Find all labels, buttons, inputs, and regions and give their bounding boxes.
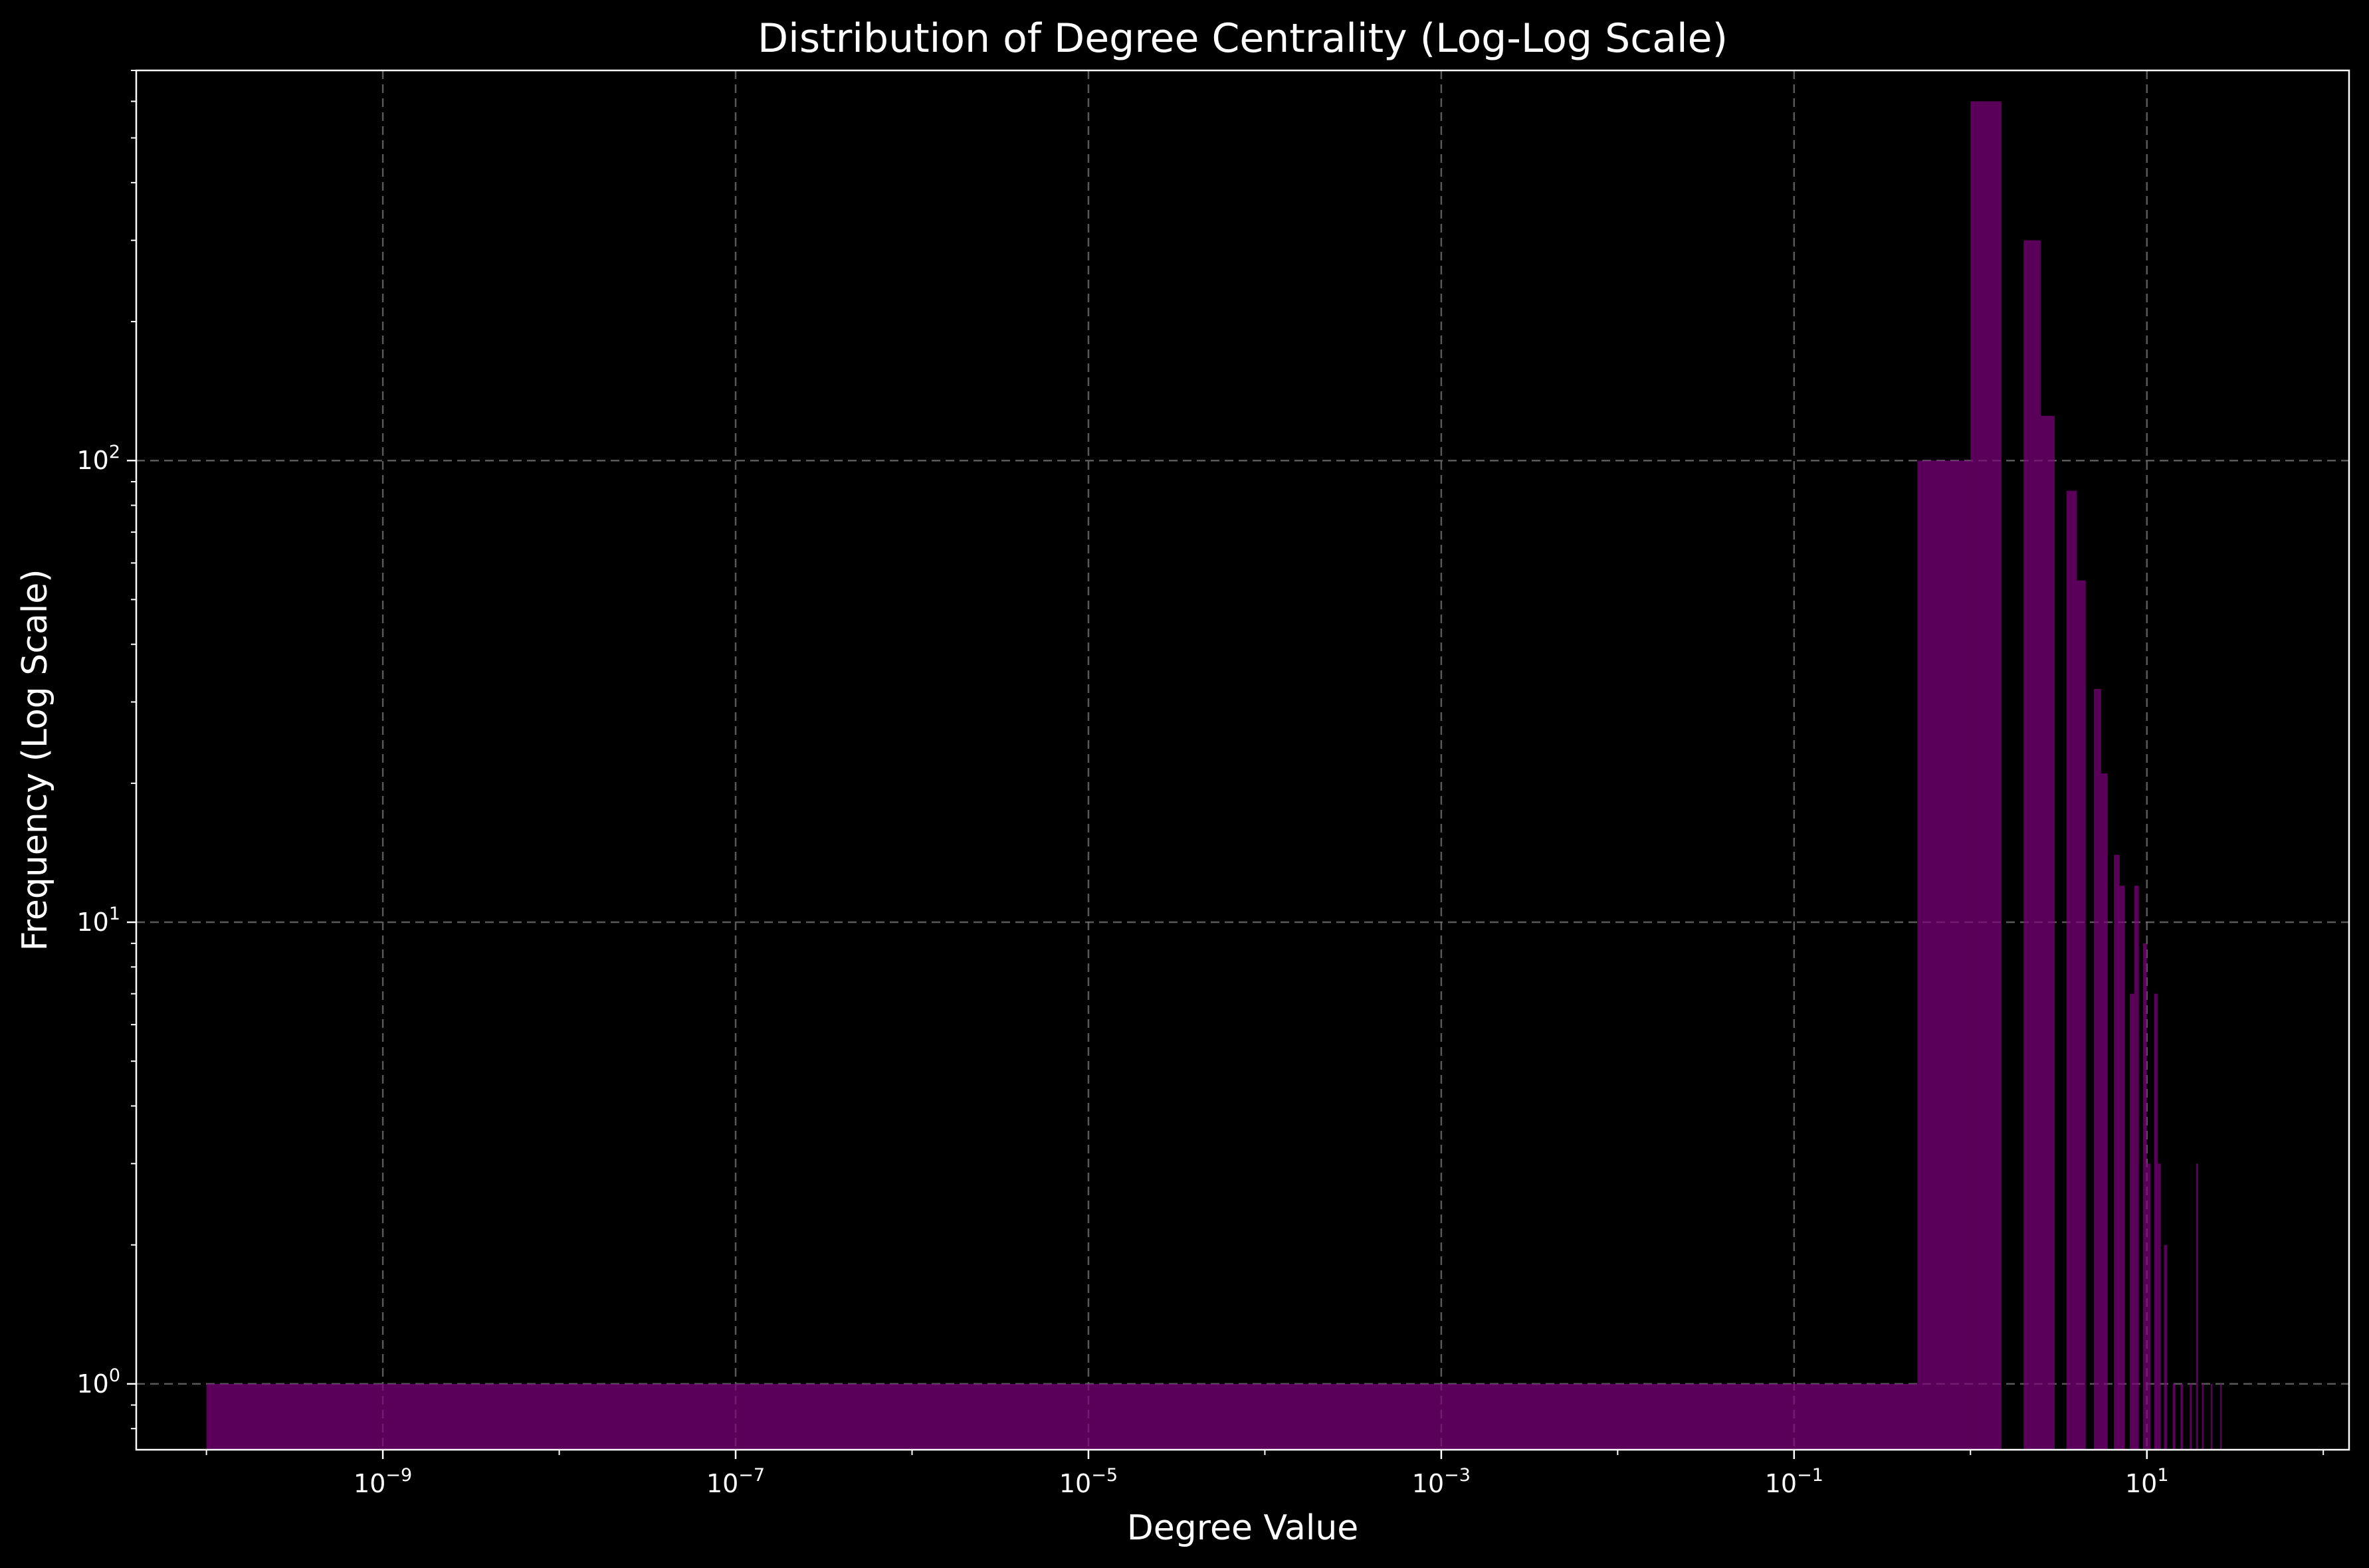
chart-title: Distribution of Degree Centrality (Log-L… <box>758 15 1728 62</box>
x-tick-label: 10−1 <box>1765 1465 1823 1498</box>
histogram-bar <box>2202 1383 2204 1450</box>
y-tick-label: 102 <box>76 442 120 475</box>
y-tick-label: 100 <box>76 1365 120 1399</box>
y-tick-label: 101 <box>76 904 120 937</box>
histogram-bar <box>2154 993 2158 1450</box>
histogram-bar <box>2164 1244 2167 1450</box>
histogram-bar <box>2180 1383 2183 1450</box>
histogram-bar <box>1970 101 2002 1450</box>
histogram-bar <box>2219 1383 2222 1450</box>
x-tick-label: 10−3 <box>1412 1465 1471 1498</box>
grid <box>136 70 2349 1450</box>
histogram-bar <box>2093 689 2101 1450</box>
histogram-bar <box>2066 490 2077 1450</box>
histogram-bar <box>2119 886 2125 1450</box>
x-tick-label: 10−9 <box>354 1465 412 1498</box>
histogram-bar <box>2142 943 2147 1450</box>
histogram-bar <box>2023 240 2041 1450</box>
histogram-bar <box>2196 1163 2198 1450</box>
x-tick-label: 101 <box>2125 1465 2169 1498</box>
histogram-bar <box>2130 993 2135 1450</box>
histogram-bar <box>2134 886 2139 1450</box>
histogram-bar <box>2114 854 2120 1450</box>
histogram-bar <box>2040 415 2055 1450</box>
bars <box>206 101 2222 1450</box>
x-axis-label: Degree Value <box>1127 1508 1359 1548</box>
histogram-bar <box>2157 1163 2161 1450</box>
histogram-bar <box>2146 1163 2151 1450</box>
histogram-bar <box>2172 1383 2176 1450</box>
x-tick-label: 10−7 <box>706 1465 765 1498</box>
x-tick-label: 10−5 <box>1059 1465 1118 1498</box>
histogram-bar <box>206 1383 1918 1450</box>
y-axis-label: Frequency (Log Scale) <box>15 569 55 951</box>
histogram-bar <box>2077 580 2086 1450</box>
histogram-bar <box>2210 1383 2213 1450</box>
histogram-bar <box>1917 460 1971 1450</box>
plot-frame <box>135 69 2350 1451</box>
histogram-bar <box>2190 1383 2192 1450</box>
histogram-bar <box>2101 773 2108 1450</box>
